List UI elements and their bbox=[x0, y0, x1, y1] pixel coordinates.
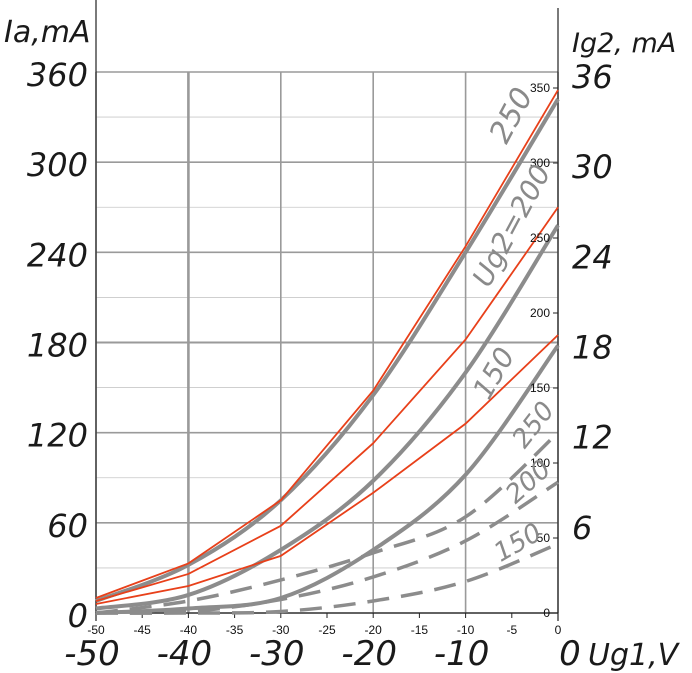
left-tick-label: 300 bbox=[27, 146, 88, 184]
x-tick-label: -35 bbox=[226, 623, 244, 637]
axes bbox=[95, 0, 559, 621]
right-tick-label: 18 bbox=[572, 329, 613, 367]
x-tick-label: -5 bbox=[506, 623, 517, 637]
x-tick-label: -20 bbox=[365, 623, 383, 637]
ig2-curve-200 bbox=[95, 480, 559, 615]
x-hand-label: -10 bbox=[434, 634, 490, 673]
x-tick-label: -45 bbox=[134, 623, 152, 637]
inner-tick-label: 300 bbox=[530, 156, 550, 170]
left-axis-title: Ia,mA bbox=[4, 15, 91, 50]
right-tick-label: 6 bbox=[572, 509, 592, 547]
ia-curve-250 bbox=[95, 98, 560, 603]
x-hand-label: -20 bbox=[341, 634, 397, 673]
ig2-curve-250 bbox=[95, 431, 560, 615]
x-hand-label: -30 bbox=[249, 634, 305, 673]
inner-tick-label: 250 bbox=[530, 231, 550, 245]
x-tick-label: -40 bbox=[180, 623, 198, 637]
right-tick-label: 12 bbox=[572, 419, 613, 457]
x-axis-title: Ug1,V bbox=[588, 638, 681, 673]
right-axis-title: Ig2, mA bbox=[572, 28, 676, 59]
red-overlay-curve bbox=[95, 334, 559, 605]
red-overlay-curve bbox=[95, 89, 559, 599]
right-tick-label: 30 bbox=[572, 148, 613, 186]
left-tick-label: 60 bbox=[47, 507, 88, 545]
inner-tick-label: 350 bbox=[530, 81, 550, 95]
x-hand-label: -50 bbox=[64, 634, 120, 673]
red-overlay-curve bbox=[95, 206, 559, 602]
x-hand-label: -40 bbox=[157, 634, 213, 673]
inner-tick-label: 150 bbox=[530, 381, 550, 395]
inner-tick-label: 0 bbox=[543, 606, 550, 620]
ia-curve-Ug2=200 bbox=[95, 224, 560, 611]
x-tick-label: 0 bbox=[555, 623, 562, 637]
x-tick-label: -10 bbox=[457, 623, 475, 637]
curve-label: 250 bbox=[507, 396, 561, 454]
inner-tick-label: 100 bbox=[530, 456, 550, 470]
inner-tick-label: 200 bbox=[530, 306, 550, 320]
grid bbox=[95, 71, 559, 614]
x-tick-label: -50 bbox=[87, 623, 105, 637]
x-hand-label: 0 bbox=[559, 634, 581, 673]
left-tick-label: 120 bbox=[27, 417, 88, 455]
left-tick-label: 0 bbox=[68, 597, 88, 635]
curve-label: 150 bbox=[466, 342, 521, 405]
x-tick-label: -25 bbox=[318, 623, 336, 637]
left-tick-label: 360 bbox=[27, 56, 88, 94]
x-tick-label: -15 bbox=[411, 623, 429, 637]
ia-curve-150 bbox=[95, 344, 560, 615]
x-tick-label: -30 bbox=[272, 623, 290, 637]
right-tick-label: 36 bbox=[572, 58, 613, 96]
ig2-curve-150 bbox=[95, 542, 559, 615]
left-tick-label: 240 bbox=[27, 236, 88, 274]
inner-tick-label: 50 bbox=[537, 531, 551, 545]
right-tick-label: 24 bbox=[572, 238, 613, 276]
left-tick-label: 180 bbox=[27, 327, 88, 365]
curves bbox=[95, 89, 560, 615]
